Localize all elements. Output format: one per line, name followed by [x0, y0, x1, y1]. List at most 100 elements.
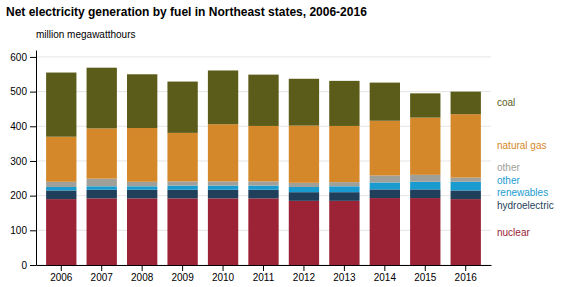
tick: 2007 — [91, 265, 114, 283]
bar — [127, 198, 157, 265]
legend: coalnatural gasotherotherrenewableshydro… — [497, 97, 554, 237]
bar — [167, 133, 197, 182]
legend-entry: hydroelectric — [497, 200, 554, 211]
grid — [36, 57, 491, 265]
bar — [451, 190, 481, 199]
bar — [370, 176, 400, 183]
legend-entry: coal — [497, 97, 515, 108]
bar — [46, 187, 76, 190]
bar — [127, 182, 157, 187]
bar — [289, 201, 319, 265]
tick-label: 2014 — [374, 272, 397, 283]
bar — [410, 93, 440, 117]
bar — [289, 79, 319, 126]
bar — [46, 190, 76, 199]
tick-mark — [101, 265, 102, 271]
bar — [87, 128, 117, 178]
legend-line: natural gas — [497, 140, 546, 151]
tick: 2010 — [212, 265, 235, 283]
bar — [329, 192, 359, 201]
legend-entry: nuclear — [497, 227, 530, 238]
tick-mark — [223, 265, 224, 271]
bar — [248, 126, 278, 181]
y-axis-label: million megawatthours — [36, 29, 136, 40]
chart: Net electricity generation by fuel in No… — [0, 0, 583, 287]
bar — [208, 181, 238, 185]
bar — [370, 198, 400, 265]
tick: 100 — [10, 225, 36, 236]
bar — [289, 126, 319, 183]
bar — [127, 128, 157, 182]
tick: 200 — [10, 190, 36, 201]
bar — [87, 186, 117, 189]
tick-mark — [425, 265, 426, 271]
tick-mark — [182, 265, 183, 271]
tick-mark — [344, 265, 345, 271]
bar — [167, 198, 197, 265]
tick-label: 400 — [10, 121, 27, 132]
tick: 2008 — [131, 265, 154, 283]
tick-label: 2010 — [212, 272, 235, 283]
bar — [451, 199, 481, 265]
bar — [451, 182, 481, 191]
tick-label: 2016 — [455, 272, 478, 283]
bar — [208, 186, 238, 190]
tick: 2009 — [171, 265, 194, 283]
tick: 2013 — [333, 265, 356, 283]
bar — [410, 189, 440, 198]
tick: 2014 — [374, 265, 397, 283]
tick-mark — [30, 196, 36, 197]
bar — [248, 190, 278, 199]
tick: 2015 — [414, 265, 437, 283]
x-axis: 2006200720082009201020112012201320142015… — [37, 265, 492, 283]
tick-mark — [30, 57, 36, 58]
tick: 2016 — [455, 265, 478, 283]
tick: 400 — [10, 121, 36, 132]
tick-mark — [30, 161, 36, 162]
bar — [248, 181, 278, 185]
tick-mark — [465, 265, 466, 271]
legend-line: renewables — [497, 187, 548, 198]
bar — [329, 182, 359, 186]
bar — [167, 190, 197, 199]
tick-label: 2015 — [414, 272, 437, 283]
bar — [410, 118, 440, 175]
bar — [208, 124, 238, 181]
bar — [410, 198, 440, 265]
tick-label: 200 — [10, 190, 27, 201]
bar — [248, 186, 278, 190]
bar — [208, 70, 238, 124]
tick-label: 2013 — [333, 272, 356, 283]
bar — [329, 126, 359, 182]
bar — [329, 186, 359, 192]
bar — [46, 199, 76, 265]
legend-line: nuclear — [497, 227, 530, 238]
axis-line — [36, 51, 37, 266]
bar — [46, 137, 76, 182]
tick-label: 2007 — [91, 272, 114, 283]
bar — [410, 175, 440, 182]
bar — [329, 81, 359, 126]
bars — [46, 68, 481, 265]
tick-label: 2012 — [293, 272, 316, 283]
tick-label: 100 — [10, 225, 27, 236]
tick-label: 2009 — [171, 272, 194, 283]
tick-mark — [142, 265, 143, 271]
legend-line: other — [497, 175, 520, 186]
bar — [167, 82, 197, 133]
tick-label: 0 — [21, 260, 27, 271]
tick: 500 — [10, 86, 36, 97]
tick: 300 — [10, 156, 36, 167]
bar — [248, 198, 278, 265]
bar — [370, 121, 400, 176]
bar — [289, 192, 319, 201]
tick-mark — [263, 265, 264, 271]
bar — [87, 190, 117, 199]
bar — [46, 182, 76, 187]
tick-label: 2008 — [131, 272, 154, 283]
tick-mark — [30, 265, 36, 266]
tick-label: 2006 — [50, 272, 73, 283]
tick-mark — [61, 265, 62, 271]
bar — [451, 178, 481, 182]
bar — [410, 182, 440, 190]
